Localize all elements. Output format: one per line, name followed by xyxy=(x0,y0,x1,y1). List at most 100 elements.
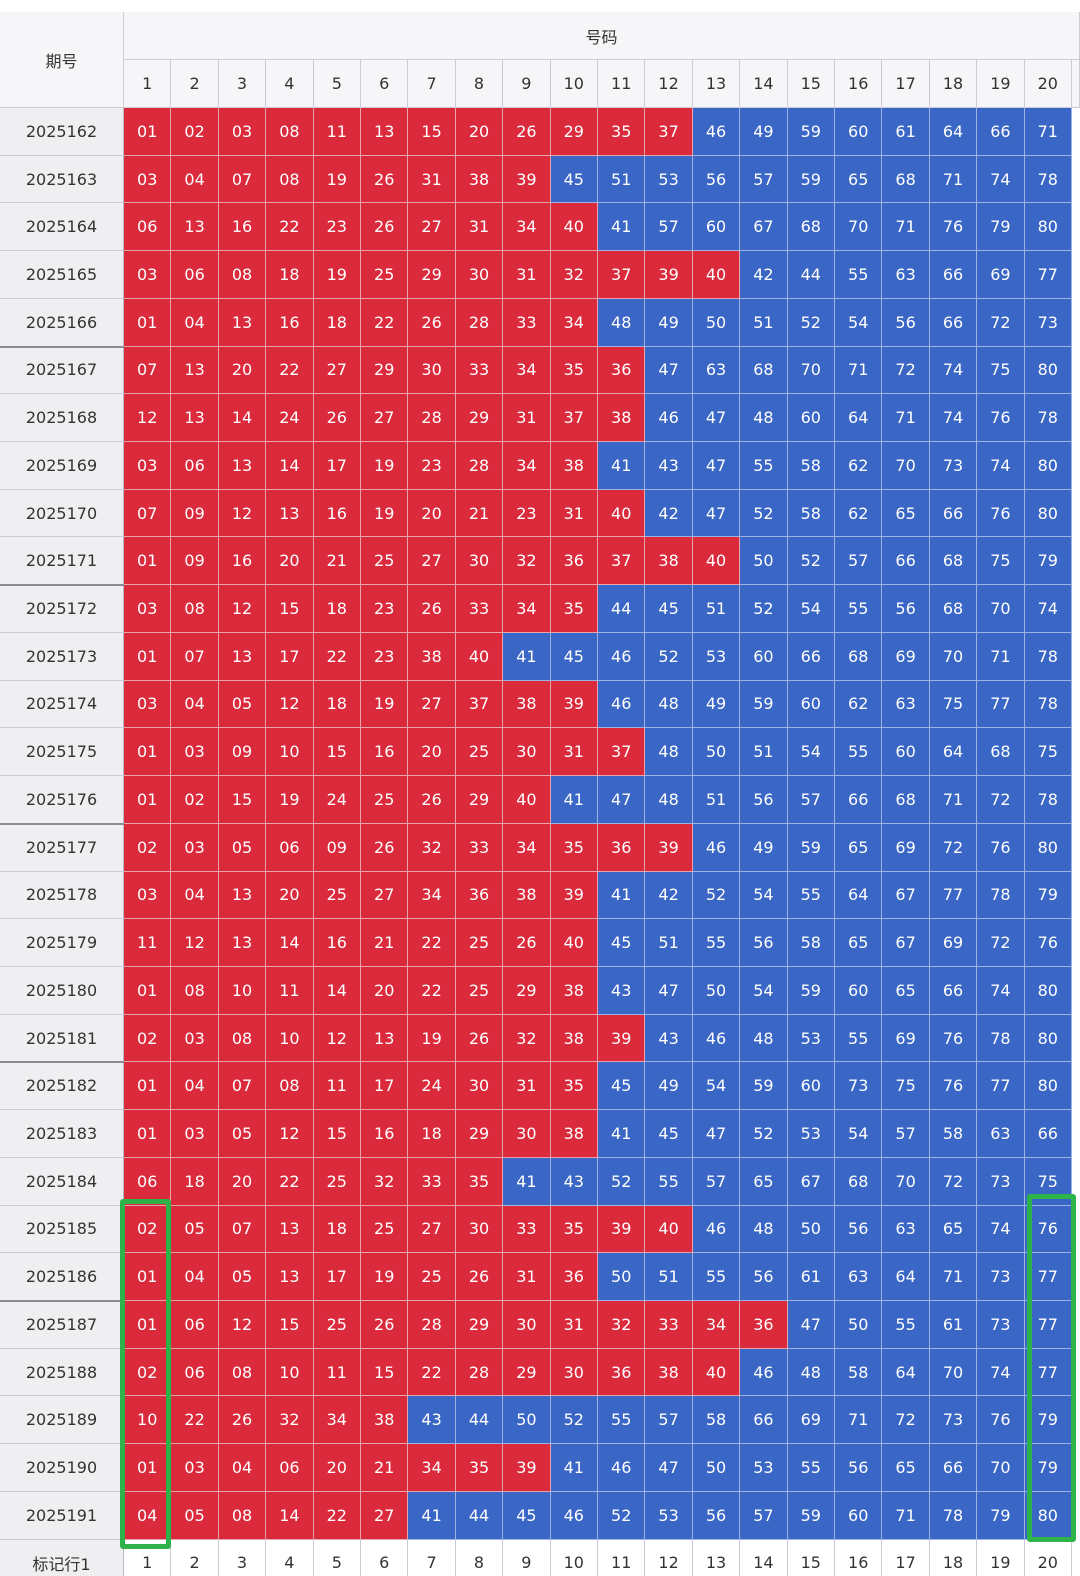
number-cell: 39 xyxy=(550,871,598,920)
number-cell: 69 xyxy=(882,823,930,872)
number-cell: 39 xyxy=(598,1205,646,1254)
column-header: 14 xyxy=(740,60,788,108)
number-cell: 62 xyxy=(835,680,883,729)
number-cell: 08 xyxy=(266,155,314,204)
number-cell: 54 xyxy=(692,1062,741,1111)
number-cell: 33 xyxy=(455,585,504,633)
number-cell: 59 xyxy=(740,680,788,729)
number-cell: 05 xyxy=(171,1205,219,1254)
number-cell: 42 xyxy=(740,251,788,299)
number-cell: 26 xyxy=(361,823,409,872)
footer-column: 10 xyxy=(550,1539,598,1576)
number-cell: 51 xyxy=(645,919,693,967)
number-cell: 68 xyxy=(929,585,978,633)
number-cell: 06 xyxy=(266,1444,314,1492)
number-cell: 73 xyxy=(1024,298,1072,347)
number-cell: 40 xyxy=(692,537,741,586)
column-header: 1 xyxy=(124,60,172,108)
number-cell: 52 xyxy=(645,632,693,681)
number-cell: 03 xyxy=(124,442,172,490)
number-cell: 04 xyxy=(171,680,219,729)
number-cell: 31 xyxy=(550,728,598,777)
number-cell: 08 xyxy=(218,1014,267,1063)
number-cell: 20 xyxy=(408,728,456,777)
number-cell: 35 xyxy=(550,1062,598,1111)
number-cell: 49 xyxy=(740,108,788,156)
number-cell: 15 xyxy=(361,1348,409,1397)
number-cell: 34 xyxy=(503,203,551,252)
number-cell: 46 xyxy=(740,1348,788,1397)
number-cell: 05 xyxy=(218,680,267,729)
number-cell: 02 xyxy=(124,823,172,872)
number-cell: 40 xyxy=(692,251,741,299)
number-cell: 71 xyxy=(835,346,883,395)
number-cell: 20 xyxy=(218,1157,267,1206)
number-cell: 62 xyxy=(835,489,883,538)
number-cell: 72 xyxy=(977,776,1025,824)
number-cell: 55 xyxy=(835,585,883,633)
number-cell: 07 xyxy=(171,632,219,681)
number-cell: 63 xyxy=(977,1110,1025,1158)
number-cell: 69 xyxy=(882,1014,930,1063)
number-cell: 56 xyxy=(835,1205,883,1254)
number-cell: 73 xyxy=(929,1396,978,1445)
number-cell: 31 xyxy=(455,203,504,252)
header-end xyxy=(1072,60,1080,108)
number-cell: 25 xyxy=(361,1205,409,1254)
number-cell: 05 xyxy=(218,1253,267,1301)
number-cell: 19 xyxy=(361,680,409,729)
number-cell: 01 xyxy=(124,1444,172,1492)
number-cell: 67 xyxy=(740,203,788,252)
number-cell: 66 xyxy=(882,537,930,586)
number-cell: 36 xyxy=(550,537,598,586)
number-cell: 19 xyxy=(408,1014,456,1063)
number-cell: 46 xyxy=(598,1444,646,1492)
number-cell: 74 xyxy=(977,966,1025,1015)
number-cell: 23 xyxy=(313,203,361,252)
number-cell: 05 xyxy=(218,823,267,872)
number-cell: 49 xyxy=(740,823,788,872)
number-cell: 13 xyxy=(218,919,267,967)
number-cell: 70 xyxy=(882,1157,930,1206)
number-cell: 40 xyxy=(550,919,598,967)
number-cell: 75 xyxy=(977,537,1025,586)
number-cell: 31 xyxy=(550,489,598,538)
number-cell: 24 xyxy=(266,394,314,443)
number-cell: 68 xyxy=(740,346,788,395)
number-cell: 11 xyxy=(266,966,314,1015)
number-cell: 60 xyxy=(787,680,835,729)
footer-column: 11 xyxy=(598,1539,646,1576)
number-cell: 08 xyxy=(218,1491,267,1540)
number-cell: 20 xyxy=(218,346,267,395)
number-cell: 29 xyxy=(455,1301,504,1349)
footer-column: 15 xyxy=(787,1539,835,1576)
number-cell: 06 xyxy=(171,251,219,299)
number-cell: 50 xyxy=(692,728,741,777)
column-header: 4 xyxy=(266,60,314,108)
number-cell: 65 xyxy=(740,1157,788,1206)
number-cell: 55 xyxy=(835,251,883,299)
number-cell: 32 xyxy=(598,1301,646,1349)
period-cell: 2025188 xyxy=(0,1348,124,1397)
number-cell: 36 xyxy=(740,1301,788,1349)
number-cell: 59 xyxy=(740,1062,788,1111)
number-cell: 60 xyxy=(787,394,835,443)
number-cell: 45 xyxy=(645,585,693,633)
number-cell: 79 xyxy=(1024,1444,1072,1492)
number-cell: 33 xyxy=(503,1205,551,1254)
number-cell: 41 xyxy=(503,1157,551,1206)
number-cell: 38 xyxy=(503,871,551,920)
number-cell: 59 xyxy=(787,823,835,872)
number-cell: 31 xyxy=(408,155,456,204)
number-cell: 66 xyxy=(929,489,978,538)
number-cell: 42 xyxy=(645,489,693,538)
number-cell: 62 xyxy=(835,442,883,490)
number-cell: 27 xyxy=(408,1205,456,1254)
number-cell: 70 xyxy=(882,442,930,490)
number-cell: 76 xyxy=(977,823,1025,872)
number-cell: 52 xyxy=(787,298,835,347)
number-cell: 05 xyxy=(218,1110,267,1158)
number-cell: 08 xyxy=(266,1062,314,1111)
number-cell: 75 xyxy=(977,346,1025,395)
period-cell: 2025176 xyxy=(0,776,124,824)
